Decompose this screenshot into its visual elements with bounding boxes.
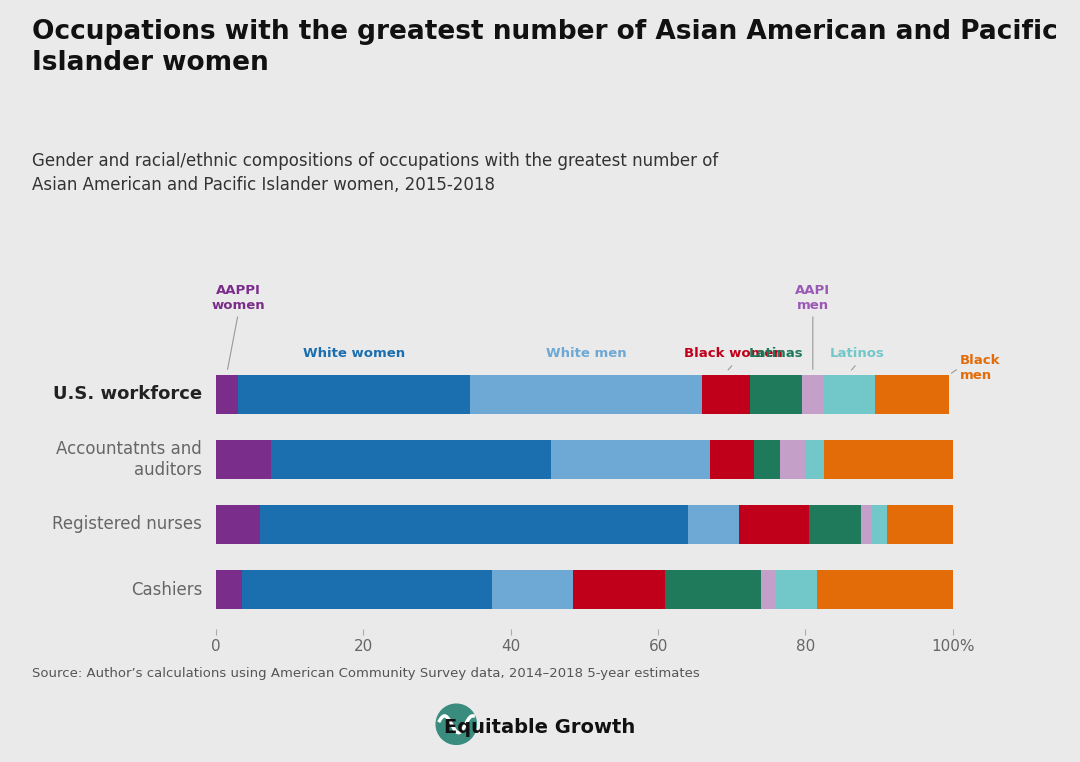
- Bar: [806, 440, 824, 479]
- Bar: [216, 375, 238, 414]
- Text: Latinas: Latinas: [748, 347, 804, 360]
- Bar: [751, 375, 801, 414]
- Text: AAPI
men: AAPI men: [795, 283, 831, 312]
- Bar: [216, 570, 242, 609]
- Text: Equitable Growth: Equitable Growth: [444, 719, 636, 737]
- Bar: [688, 505, 739, 544]
- Bar: [470, 375, 702, 414]
- Text: Latinos: Latinos: [829, 347, 885, 360]
- Bar: [242, 570, 492, 609]
- Bar: [710, 440, 754, 479]
- Bar: [872, 505, 887, 544]
- Text: Gender and racial/ethnic compositions of occupations with the greatest number of: Gender and racial/ethnic compositions of…: [32, 152, 718, 194]
- Bar: [551, 440, 710, 479]
- Bar: [238, 375, 470, 414]
- Bar: [216, 505, 260, 544]
- Bar: [665, 570, 761, 609]
- Bar: [761, 570, 777, 609]
- Bar: [777, 570, 816, 609]
- Text: Black women: Black women: [685, 347, 783, 360]
- Bar: [824, 440, 953, 479]
- Bar: [801, 375, 824, 414]
- Text: Black
men: Black men: [960, 354, 1001, 383]
- Bar: [702, 375, 751, 414]
- Text: Occupations with the greatest number of Asian American and Pacific
Islander wome: Occupations with the greatest number of …: [32, 19, 1058, 76]
- Bar: [492, 570, 573, 609]
- Bar: [271, 440, 551, 479]
- Bar: [754, 440, 780, 479]
- Bar: [816, 570, 953, 609]
- Bar: [876, 375, 949, 414]
- Text: White men: White men: [546, 347, 626, 360]
- Bar: [216, 440, 271, 479]
- Text: White women: White women: [303, 347, 405, 360]
- Bar: [780, 440, 806, 479]
- Bar: [260, 505, 688, 544]
- Bar: [739, 505, 809, 544]
- Bar: [573, 570, 665, 609]
- Bar: [809, 505, 861, 544]
- Bar: [887, 505, 953, 544]
- Text: Source: Author’s calculations using American Community Survey data, 2014–2018 5-: Source: Author’s calculations using Amer…: [32, 667, 700, 680]
- Text: AAPPI
women: AAPPI women: [212, 283, 265, 312]
- Bar: [861, 505, 872, 544]
- Bar: [824, 375, 876, 414]
- Circle shape: [436, 704, 476, 744]
